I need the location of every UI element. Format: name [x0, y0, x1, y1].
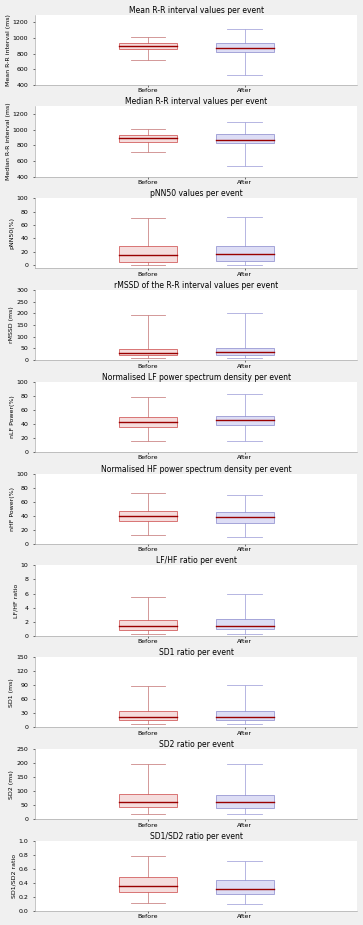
- Bar: [119, 349, 177, 355]
- Bar: [119, 246, 177, 262]
- Y-axis label: LF/HF ratio: LF/HF ratio: [13, 584, 19, 618]
- Bar: [216, 880, 274, 894]
- Title: SD2 ratio per event: SD2 ratio per event: [159, 740, 234, 749]
- Bar: [216, 796, 274, 808]
- Bar: [216, 619, 274, 629]
- Bar: [216, 349, 274, 355]
- Title: rMSSD of the R-R interval values per event: rMSSD of the R-R interval values per eve…: [114, 281, 278, 290]
- Title: Normalised HF power spectrum density per event: Normalised HF power spectrum density per…: [101, 464, 291, 474]
- Title: LF/HF ratio per event: LF/HF ratio per event: [156, 557, 237, 565]
- Bar: [119, 795, 177, 808]
- Bar: [216, 512, 274, 523]
- Y-axis label: SD1 (ms): SD1 (ms): [9, 678, 15, 707]
- Y-axis label: Mean R-R interval (ms): Mean R-R interval (ms): [5, 14, 11, 86]
- Y-axis label: rMSSD (ms): rMSSD (ms): [9, 307, 15, 343]
- Title: SD1 ratio per event: SD1 ratio per event: [159, 648, 234, 657]
- Y-axis label: nLF Power(%): nLF Power(%): [9, 396, 15, 438]
- Bar: [216, 415, 274, 426]
- Bar: [119, 711, 177, 721]
- Bar: [119, 135, 177, 142]
- Title: pNN50 values per event: pNN50 values per event: [150, 190, 243, 198]
- Y-axis label: SD1/SD2 ratio: SD1/SD2 ratio: [11, 854, 16, 898]
- Y-axis label: pNN50(%): pNN50(%): [9, 217, 15, 250]
- Bar: [216, 711, 274, 721]
- Title: Median R-R interval values per event: Median R-R interval values per event: [125, 97, 268, 106]
- Bar: [119, 511, 177, 522]
- Title: Mean R-R interval values per event: Mean R-R interval values per event: [129, 6, 264, 15]
- Y-axis label: nHF Power(%): nHF Power(%): [9, 487, 15, 531]
- Bar: [119, 877, 177, 892]
- Title: SD1/SD2 ratio per event: SD1/SD2 ratio per event: [150, 832, 243, 841]
- Bar: [119, 620, 177, 630]
- Bar: [216, 134, 274, 143]
- Bar: [216, 246, 274, 261]
- Bar: [216, 43, 274, 52]
- Bar: [119, 43, 177, 49]
- Y-axis label: SD2 (ms): SD2 (ms): [9, 770, 15, 798]
- Bar: [119, 417, 177, 426]
- Title: Normalised LF power spectrum density per event: Normalised LF power spectrum density per…: [102, 373, 291, 382]
- Y-axis label: Median R-R interval (ms): Median R-R interval (ms): [5, 103, 11, 180]
